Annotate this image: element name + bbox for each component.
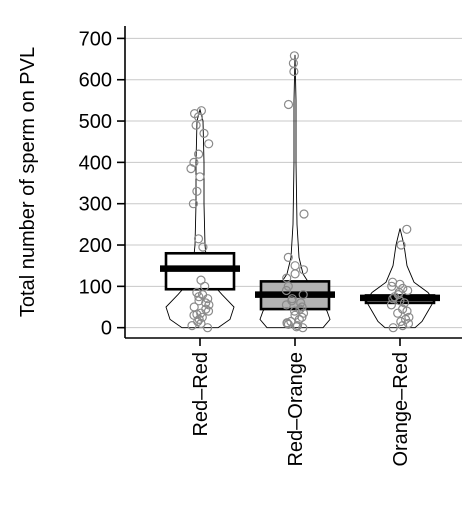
data-point bbox=[189, 302, 199, 312]
data-point bbox=[194, 149, 204, 159]
data-point bbox=[195, 172, 205, 182]
data-point bbox=[198, 242, 208, 252]
data-point bbox=[187, 321, 197, 331]
y-axis-title: Total number of sperm on PVL bbox=[17, 47, 39, 317]
data-point bbox=[192, 186, 202, 196]
y-tick-label: 600 bbox=[79, 70, 112, 92]
data-point bbox=[290, 310, 300, 320]
data-point bbox=[402, 224, 412, 234]
data-point bbox=[198, 290, 208, 300]
y-tick-label: 300 bbox=[79, 194, 112, 216]
data-point bbox=[282, 318, 292, 328]
data-point bbox=[396, 316, 406, 327]
data-point bbox=[388, 277, 398, 287]
data-point bbox=[286, 316, 296, 327]
data-point bbox=[199, 128, 209, 138]
y-tick-label: 400 bbox=[79, 152, 112, 174]
data-point bbox=[196, 106, 206, 116]
data-point bbox=[283, 99, 294, 110]
data-point bbox=[282, 273, 292, 283]
data-point bbox=[189, 157, 199, 167]
data-point bbox=[387, 281, 397, 291]
data-point bbox=[298, 323, 308, 333]
x-tick-label: Red–Red bbox=[190, 352, 212, 437]
data-point bbox=[196, 275, 206, 285]
data-point bbox=[404, 312, 414, 322]
y-tick-label: 200 bbox=[79, 235, 112, 257]
data-point bbox=[403, 285, 413, 296]
x-tick-label: Orange–Red bbox=[390, 352, 412, 467]
data-point bbox=[203, 323, 213, 333]
data-point bbox=[298, 290, 308, 300]
data-point bbox=[289, 51, 299, 61]
data-point bbox=[296, 298, 306, 308]
data-point bbox=[290, 269, 300, 279]
data-point bbox=[283, 319, 293, 329]
data-point bbox=[298, 265, 309, 275]
data-point bbox=[399, 298, 410, 308]
data-point bbox=[402, 306, 412, 316]
y-ticks: 0 100 200 300 400 500 600 700 bbox=[79, 28, 125, 340]
data-point bbox=[289, 66, 299, 77]
data-point bbox=[393, 308, 403, 318]
data-point bbox=[297, 312, 307, 322]
y-tick-label: 700 bbox=[79, 28, 112, 50]
data-point bbox=[396, 240, 406, 250]
data-point bbox=[201, 298, 211, 308]
data-point bbox=[204, 139, 214, 149]
x-ticks: Red–Red Red–Orange Orange–Red bbox=[190, 338, 412, 467]
data-point bbox=[191, 120, 201, 130]
data-point bbox=[288, 58, 298, 68]
data-point bbox=[295, 304, 305, 314]
data-point bbox=[193, 234, 204, 244]
y-tick-label: 0 bbox=[101, 318, 112, 340]
data-point bbox=[188, 199, 198, 209]
data-point bbox=[281, 285, 291, 296]
data-point bbox=[283, 252, 293, 262]
data-point bbox=[290, 306, 300, 316]
y-tick-label: 500 bbox=[79, 111, 112, 133]
data-point bbox=[287, 294, 297, 304]
data-point bbox=[386, 300, 396, 310]
data-point bbox=[192, 287, 202, 298]
data-point bbox=[290, 261, 300, 271]
data-point bbox=[388, 323, 398, 333]
data-point bbox=[297, 302, 307, 312]
data-points bbox=[186, 51, 414, 333]
y-tick-label: 100 bbox=[79, 276, 112, 298]
data-point bbox=[292, 321, 303, 331]
data-point bbox=[197, 312, 207, 322]
data-point bbox=[203, 306, 214, 316]
data-point bbox=[299, 209, 309, 219]
data-point bbox=[398, 304, 408, 314]
x-tick-label: Red–Orange bbox=[285, 352, 307, 467]
